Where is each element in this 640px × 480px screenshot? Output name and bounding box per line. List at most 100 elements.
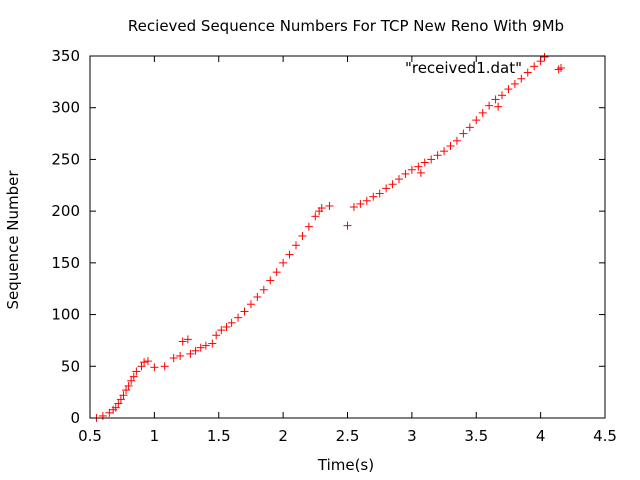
x-tick-label: 1.5 — [207, 427, 231, 445]
y-tick-label: 300 — [51, 99, 80, 117]
data-point — [362, 196, 371, 205]
data-point — [401, 169, 410, 178]
data-point — [178, 337, 187, 346]
data-point — [176, 351, 185, 360]
y-tick-label: 50 — [61, 357, 80, 375]
y-tick-label: 200 — [51, 202, 80, 220]
x-tick-labels: 0.5 1 1.5 2 2.5 3 3.5 4 4.5 — [78, 427, 617, 445]
data-point — [169, 354, 178, 363]
data-point — [407, 165, 416, 174]
data-point — [129, 372, 138, 381]
data-point — [191, 346, 200, 355]
data-point — [504, 85, 513, 94]
data-point — [114, 399, 123, 408]
data-point — [510, 79, 519, 88]
data-point — [137, 362, 146, 371]
data-point — [478, 108, 487, 117]
data-point — [124, 381, 133, 390]
data-point — [234, 313, 243, 322]
legend: "received1.dat" — [405, 59, 565, 77]
data-point — [446, 141, 455, 150]
x-tick-label: 1 — [150, 427, 160, 445]
data-point — [196, 343, 205, 352]
data-point — [452, 136, 461, 145]
y-tick-label: 0 — [70, 409, 80, 427]
data-point — [259, 285, 268, 294]
x-tick-label: 2 — [278, 427, 288, 445]
x-tick-label: 3 — [407, 427, 417, 445]
chart-title: Recieved Sequence Numbers For TCP New Re… — [128, 17, 564, 35]
plot-frame — [89, 55, 606, 419]
y-tick-label: 250 — [51, 150, 80, 168]
x-tick-label: 2.5 — [336, 427, 360, 445]
data-point — [240, 307, 249, 316]
data-point — [160, 362, 169, 371]
data-point — [253, 292, 262, 301]
data-point — [140, 358, 149, 367]
data-point — [420, 158, 429, 167]
data-point — [540, 53, 549, 62]
data-point — [298, 231, 307, 240]
y-axis-label: Sequence Number — [4, 170, 22, 310]
data-point — [119, 391, 128, 400]
data-point — [498, 91, 506, 100]
data-point — [343, 221, 352, 230]
data-point — [459, 129, 468, 138]
legend-marker-symbol — [557, 64, 565, 72]
y-tick-label: 350 — [51, 47, 80, 65]
data-point — [132, 367, 141, 376]
data-point — [98, 411, 107, 420]
data-point — [317, 204, 326, 213]
x-axis-label: Time(s) — [317, 456, 374, 474]
data-point — [494, 102, 503, 111]
data-point — [349, 203, 358, 212]
data-point — [465, 123, 474, 132]
data-point — [217, 326, 226, 335]
data-point — [491, 95, 500, 104]
data-point — [517, 74, 526, 83]
y-tick-label: 150 — [51, 254, 80, 272]
data-point — [325, 201, 334, 210]
data-point — [440, 147, 449, 156]
data-point — [369, 192, 378, 201]
data-point — [116, 395, 125, 404]
data-point — [304, 222, 313, 231]
data-point — [111, 403, 120, 412]
data-point — [311, 212, 320, 221]
x-tick-label: 4.5 — [593, 427, 617, 445]
y-tick-labels: 0 50 100 150 200 250 300 350 — [51, 47, 80, 427]
data-point — [395, 175, 403, 184]
data-point — [388, 180, 397, 189]
data-points — [92, 53, 563, 422]
x-tick-label: 3.5 — [464, 427, 488, 445]
data-point — [183, 335, 192, 344]
data-point — [375, 189, 384, 198]
data-point — [227, 318, 236, 327]
data-point — [272, 268, 281, 277]
data-point — [485, 101, 494, 110]
data-point — [143, 357, 152, 366]
data-point — [279, 258, 288, 267]
data-point — [186, 349, 195, 358]
data-point — [208, 339, 217, 348]
x-tick-label: 0.5 — [78, 427, 102, 445]
data-point — [427, 155, 436, 164]
axis-ticks — [89, 55, 606, 419]
legend-marker — [557, 64, 565, 72]
data-point — [285, 250, 294, 259]
data-point — [292, 241, 300, 250]
data-point — [150, 363, 159, 372]
data-point — [382, 184, 391, 193]
data-point — [414, 162, 423, 171]
data-point — [222, 322, 231, 331]
legend-label: "received1.dat" — [405, 59, 522, 77]
data-point — [201, 341, 210, 350]
y-tick-label: 100 — [51, 306, 80, 324]
data-point — [266, 276, 275, 285]
data-point — [416, 168, 425, 177]
data-point — [536, 57, 545, 66]
data-point — [523, 68, 532, 77]
data-point — [212, 331, 221, 340]
data-point — [472, 116, 481, 125]
